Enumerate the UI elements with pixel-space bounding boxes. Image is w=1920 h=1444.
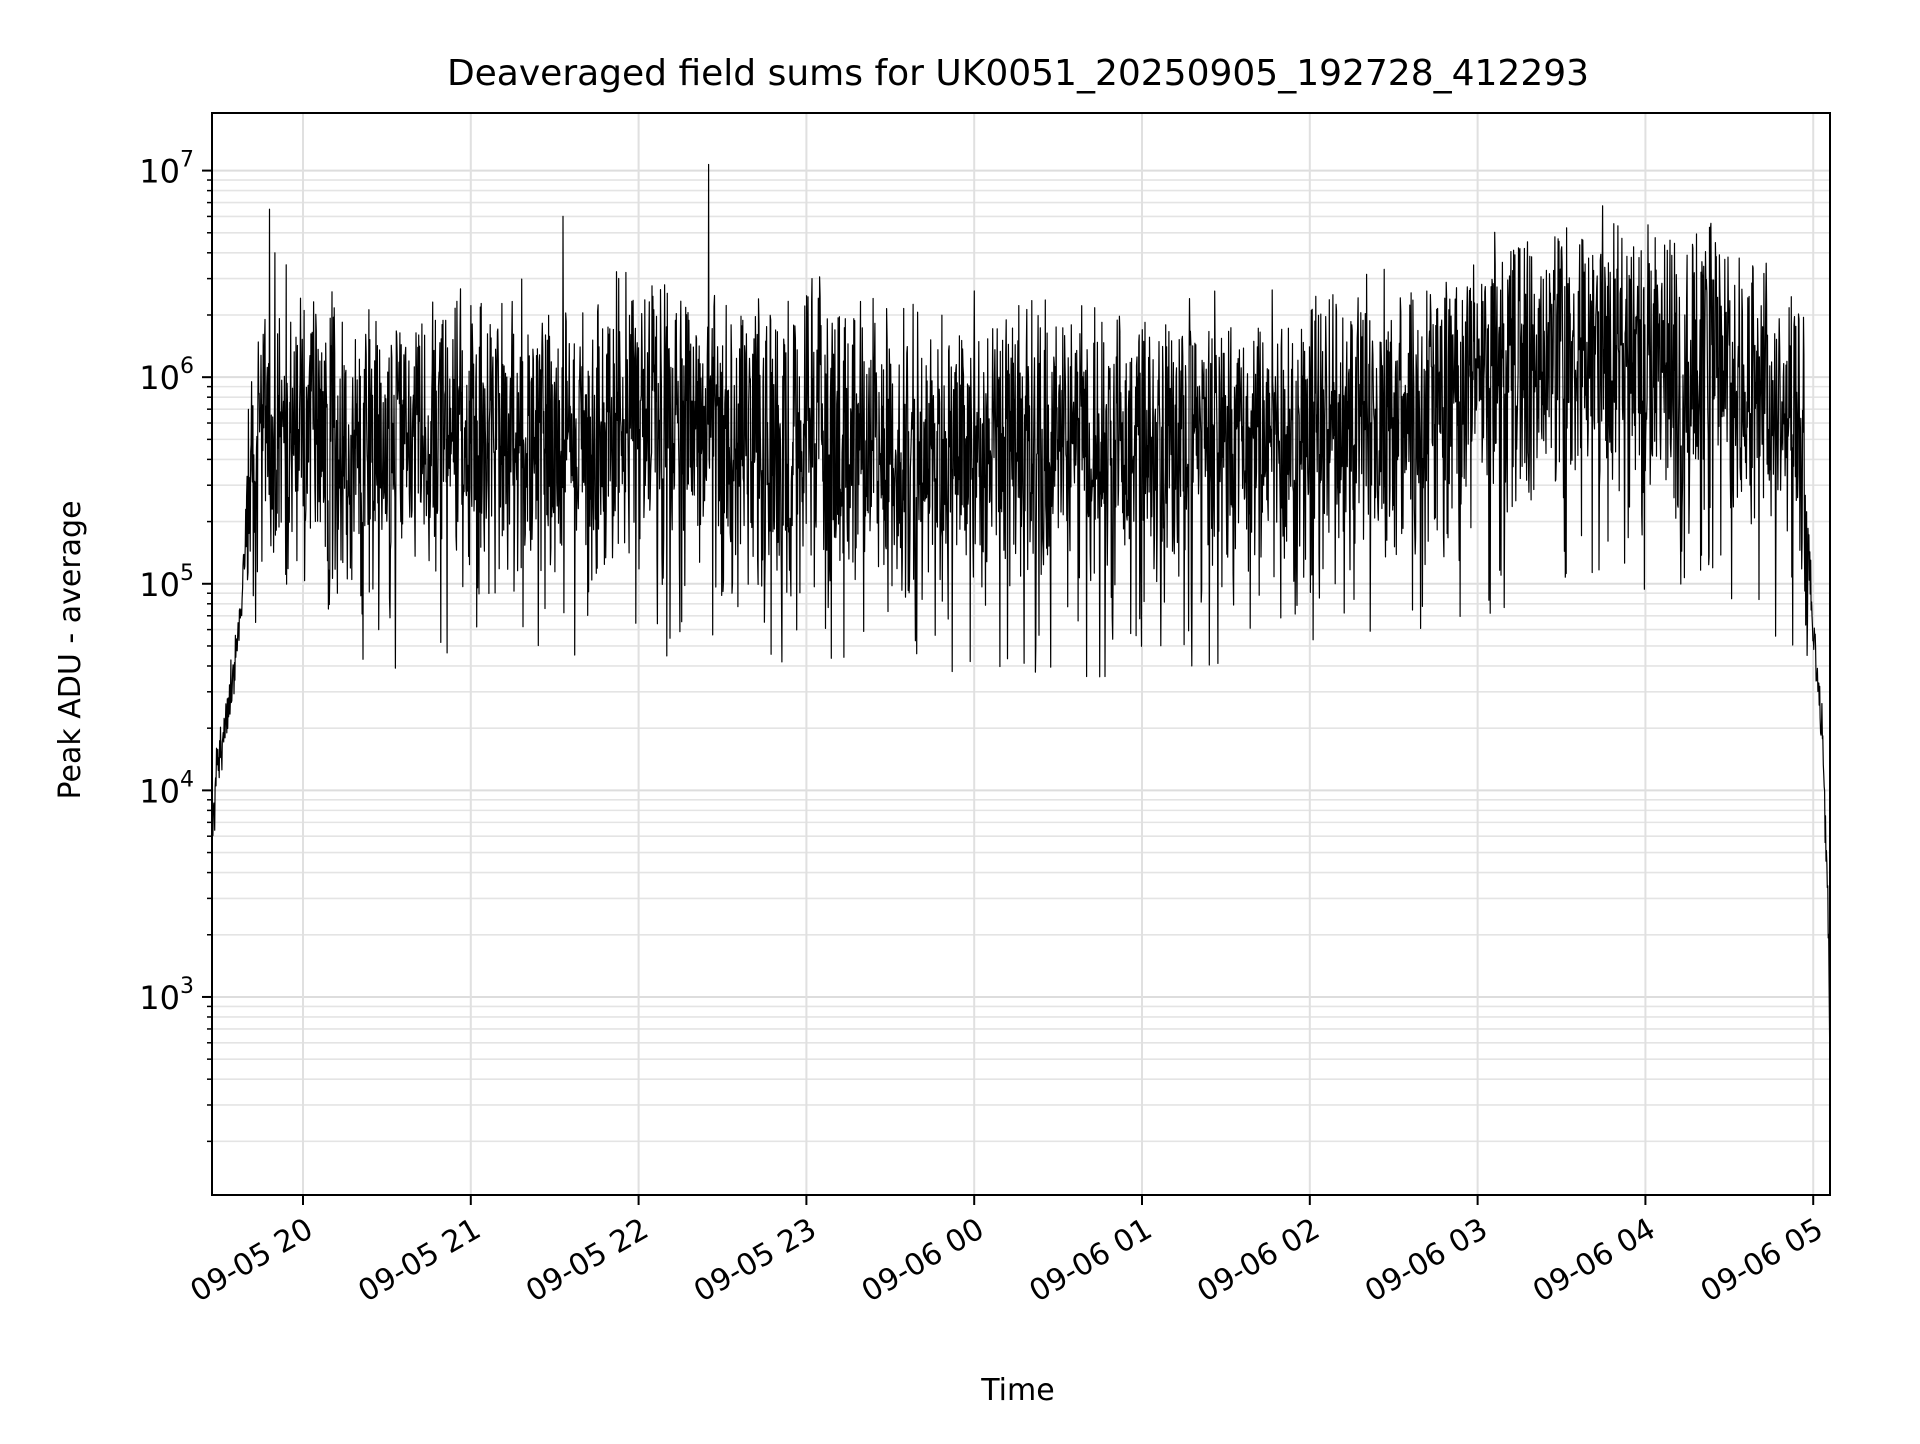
x-axis-label: Time [980, 1373, 1054, 1408]
data-area [211, 163, 1831, 1056]
y-axis-label: Peak ADU - average [53, 500, 88, 799]
y-tick-label: 104 [139, 767, 194, 810]
plot-frame [211, 112, 1831, 1196]
y-tick-label: 103 [139, 974, 194, 1017]
series-line [211, 163, 1831, 1056]
y-tick-label: 107 [139, 148, 194, 191]
chart-title: Deaveraged field sums for UK0051_2025090… [447, 53, 1589, 94]
y-tick-label: 106 [139, 354, 194, 397]
grid [212, 113, 1830, 1195]
y-tick-label: 105 [139, 561, 194, 604]
